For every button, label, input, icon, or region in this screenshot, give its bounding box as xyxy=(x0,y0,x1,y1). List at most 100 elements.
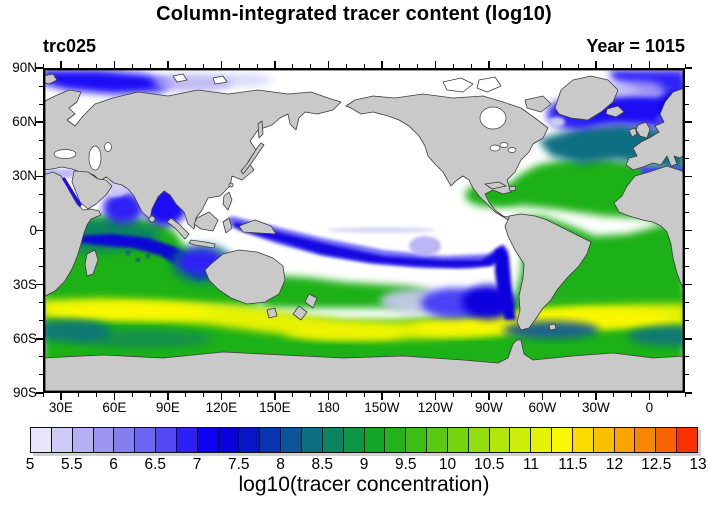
lon-tick-bottom xyxy=(684,393,686,397)
land-svalbard xyxy=(43,73,58,85)
lon-tick-label: 0 xyxy=(645,400,654,415)
lon-tick-top xyxy=(541,61,544,68)
lon-tick-bottom xyxy=(666,393,668,397)
colorbar-box xyxy=(92,428,114,452)
colorbar-title: log10(tracer concentration) xyxy=(238,473,490,496)
colorbar-tick-label: 11.5 xyxy=(558,456,588,473)
colorbar-tick-label: 6.5 xyxy=(144,456,167,473)
map-frame xyxy=(43,68,685,394)
lat-tick-right xyxy=(685,85,689,87)
lon-tick-top xyxy=(96,64,97,68)
world-map xyxy=(43,68,685,394)
lat-tick-right xyxy=(685,338,692,340)
colorbar-tick-label: 8.5 xyxy=(311,456,334,473)
land-hispaniola xyxy=(508,185,517,192)
lon-tick-bottom xyxy=(345,393,347,397)
colorbar-tick-label: 12.5 xyxy=(641,456,672,473)
colorbar-box xyxy=(530,428,552,452)
lon-tick-bottom xyxy=(78,393,80,397)
lon-tick-bottom xyxy=(648,393,651,400)
lon-tick-top xyxy=(292,64,294,68)
lat-tick-right xyxy=(685,374,689,376)
lon-tick-top xyxy=(488,61,490,68)
land-africa-west xyxy=(613,165,685,291)
great-lakes xyxy=(507,147,517,153)
land-ireland xyxy=(628,127,638,138)
colorbar-box xyxy=(613,428,635,452)
colorbar-tick-label: 5 xyxy=(25,456,35,473)
lat-tick-right xyxy=(685,211,689,213)
colorbar-box xyxy=(342,428,364,452)
lon-tick-top xyxy=(524,64,525,68)
aral-sea xyxy=(104,142,112,152)
lon-tick-top xyxy=(149,64,151,68)
lon-tick-top xyxy=(434,61,437,68)
land-borneo xyxy=(193,211,219,232)
lat-tick-left xyxy=(39,103,43,105)
colorbar-box xyxy=(196,428,218,452)
lon-tick-bottom xyxy=(274,393,276,400)
lat-tick-label: 30N xyxy=(12,168,37,184)
colorbar-box xyxy=(50,428,72,452)
colorbar-box xyxy=(217,428,239,452)
lon-tick-label: 30E xyxy=(48,400,73,415)
lat-tick-right xyxy=(685,248,689,250)
land-cuba xyxy=(484,181,507,190)
lon-tick-top xyxy=(399,64,401,68)
lon-tick-label: 120W xyxy=(417,400,453,415)
colorbar-tick-label: 8 xyxy=(276,456,285,473)
lat-tick-left xyxy=(36,67,43,69)
lat-tick-label: 60N xyxy=(12,114,37,130)
lon-tick-top xyxy=(78,64,80,68)
lon-tick-label: 60E xyxy=(102,400,127,415)
lat-tick-left xyxy=(39,374,43,376)
lat-tick-left xyxy=(39,320,43,322)
lat-tick-left xyxy=(36,392,43,394)
lat-tick-left xyxy=(36,175,43,178)
lon-tick-label: 30W xyxy=(581,400,610,415)
lon-tick-top xyxy=(631,64,632,68)
lon-tick-top xyxy=(470,64,472,68)
lon-tick-label: 150W xyxy=(364,400,400,415)
lon-tick-top xyxy=(256,64,258,68)
lon-tick-bottom xyxy=(238,393,240,397)
lat-tick-right xyxy=(685,320,689,322)
lat-tick-label: 60S xyxy=(12,330,37,346)
lat-tick-right xyxy=(685,121,692,123)
land-sakhalin xyxy=(257,120,264,139)
black-sea xyxy=(53,149,77,159)
lon-tick-top xyxy=(595,61,597,68)
colorbar-box xyxy=(655,428,677,452)
lon-tick-bottom xyxy=(506,393,508,397)
colorbar-box xyxy=(71,428,93,452)
land-new-guinea xyxy=(238,219,277,235)
lon-tick-bottom xyxy=(631,393,632,397)
hudson-bay xyxy=(479,106,507,130)
year-label: Year = 1015 xyxy=(586,36,685,56)
lon-tick-top xyxy=(42,64,44,68)
lon-tick-top xyxy=(220,61,223,68)
lat-tick-left xyxy=(39,302,43,304)
lon-tick-label: 90E xyxy=(155,400,180,415)
colorbar-box xyxy=(259,428,281,452)
colorbar-tick-label: 9.5 xyxy=(394,456,417,473)
lon-tick-top xyxy=(417,64,418,68)
colorbar-box xyxy=(113,428,135,452)
lon-tick-top xyxy=(559,64,561,68)
colorbar-tick-label: 13 xyxy=(689,456,707,473)
land-australia xyxy=(204,249,286,305)
lon-tick-top xyxy=(345,64,347,68)
land-sulawesi xyxy=(222,217,233,234)
colorbar-box xyxy=(446,428,468,452)
lon-tick-top xyxy=(238,64,240,68)
colorbar-box xyxy=(384,428,406,452)
lon-tick-top xyxy=(381,61,383,68)
colorbar-box xyxy=(634,428,656,452)
lon-tick-bottom xyxy=(185,393,187,397)
lat-tick-left xyxy=(39,211,43,213)
colorbar xyxy=(30,427,698,453)
red-sea xyxy=(62,177,82,207)
lat-tick-right xyxy=(685,302,689,304)
land-new-zealand-north xyxy=(304,293,318,309)
colorbar-tick-label: 11 xyxy=(522,456,540,473)
